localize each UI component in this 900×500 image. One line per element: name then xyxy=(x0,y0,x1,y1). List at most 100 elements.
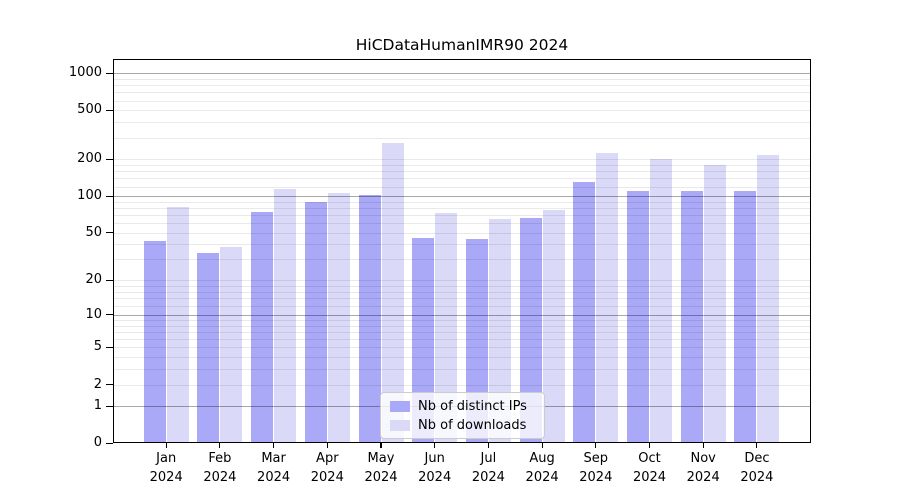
bar-distinct-ips-dec xyxy=(734,190,757,442)
x-tick-label-mar: Mar 2024 xyxy=(257,451,291,485)
gridline-minor-700 xyxy=(114,92,810,94)
gridline-minor-400 xyxy=(114,122,810,124)
legend-item-downloads: Nb of downloads xyxy=(390,418,535,433)
x-tick-mar xyxy=(273,443,275,448)
bar-distinct-ips-mar xyxy=(251,212,274,442)
bar-distinct-ips-aug xyxy=(519,218,542,442)
x-tick-jun xyxy=(434,443,436,448)
gridline-minor-70 xyxy=(114,215,810,216)
bar-distinct-ips-nov xyxy=(680,191,703,442)
gridline-minor-14 xyxy=(114,298,810,300)
x-tick-jul xyxy=(487,443,489,448)
legend-item-distinct-ips: Nb of distinct IPs xyxy=(390,399,535,414)
gridline-minor-16 xyxy=(114,291,810,293)
gridline-minor-30 xyxy=(114,259,810,261)
bar-distinct-ips-feb xyxy=(197,253,220,442)
x-tick-aug xyxy=(541,443,543,448)
y-tick-label-10: 10 xyxy=(85,306,102,322)
y-tick-label-20: 20 xyxy=(85,272,102,288)
gridline-minor-80 xyxy=(114,208,810,209)
bar-distinct-ips-jan xyxy=(143,240,166,442)
bar-distinct-ips-oct xyxy=(627,190,649,442)
y-tick-200 xyxy=(106,158,113,160)
gridline-minor-9 xyxy=(114,320,810,321)
gridline-minor-180 xyxy=(114,164,810,166)
y-tick-50 xyxy=(106,232,113,234)
y-tick-label-200: 200 xyxy=(77,151,102,167)
x-tick-label-jul: Jul 2024 xyxy=(471,451,505,485)
gridline-minor-60 xyxy=(114,223,810,225)
x-tick-may xyxy=(380,443,382,448)
bar-distinct-ips-sep xyxy=(573,181,596,442)
x-tick-apr xyxy=(326,443,328,448)
y-tick-1 xyxy=(106,405,113,407)
bar-downloads-jan xyxy=(166,206,189,442)
bar-downloads-nov xyxy=(703,165,726,442)
gridline-minor-12 xyxy=(114,305,810,307)
legend-label-distinct-ips: Nb of distinct IPs xyxy=(418,398,527,414)
gridline-minor-2 xyxy=(114,384,810,386)
gridline-major-10 xyxy=(114,314,810,316)
y-tick-10 xyxy=(106,314,113,316)
gridline-minor-300 xyxy=(114,137,810,139)
bar-downloads-aug xyxy=(542,210,565,442)
y-tick-2 xyxy=(106,383,113,386)
x-tick-label-aug: Aug 2024 xyxy=(525,451,559,485)
bar-downloads-oct xyxy=(650,159,672,442)
bar-downloads-dec xyxy=(757,154,780,442)
legend: Nb of distinct IPs Nb of downloads xyxy=(380,392,545,439)
gridline-minor-8 xyxy=(114,325,810,327)
y-tick-label-500: 500 xyxy=(77,102,102,118)
x-tick-label-sep: Sep 2024 xyxy=(579,451,613,485)
x-tick-dec xyxy=(756,443,758,448)
y-tick-0 xyxy=(106,442,113,444)
plot-area xyxy=(113,59,811,443)
x-tick-jan xyxy=(165,443,167,448)
chart-title: HiCDataHumanIMR90 2024 xyxy=(355,36,569,54)
legend-label-downloads: Nb of downloads xyxy=(418,417,527,433)
y-tick-label-5: 5 xyxy=(93,339,102,355)
y-tick-5 xyxy=(106,346,113,348)
gridline-minor-6 xyxy=(114,339,810,341)
x-tick-feb xyxy=(219,443,221,448)
x-tick-nov xyxy=(702,443,704,448)
bar-distinct-ips-may xyxy=(358,194,381,442)
bar-downloads-sep xyxy=(596,153,619,442)
bar-distinct-ips-apr xyxy=(304,201,327,442)
bar-distinct-ips-jun xyxy=(412,238,435,442)
gridline-minor-200 xyxy=(114,159,810,161)
y-tick-1000 xyxy=(106,72,113,74)
gridline-major-1000 xyxy=(114,73,810,75)
y-tick-label-1000: 1000 xyxy=(68,65,102,81)
gridline-minor-900 xyxy=(114,78,810,80)
x-tick-label-may: May 2024 xyxy=(364,451,398,485)
x-tick-label-feb: Feb 2024 xyxy=(203,451,237,485)
x-tick-label-dec: Dec 2024 xyxy=(740,451,774,485)
gridline-minor-600 xyxy=(114,100,810,102)
y-tick-label-2: 2 xyxy=(93,376,102,392)
bar-downloads-apr xyxy=(327,192,350,442)
gridline-minor-20 xyxy=(114,280,810,282)
legend-swatch-downloads xyxy=(390,419,410,431)
gridline-minor-40 xyxy=(114,244,810,246)
gridline-minor-140 xyxy=(114,178,810,180)
gridline-minor-4 xyxy=(114,357,810,359)
y-tick-label-1: 1 xyxy=(93,398,102,414)
bar-downloads-jun xyxy=(435,213,458,442)
bar-downloads-may xyxy=(381,143,404,442)
y-tick-label-50: 50 xyxy=(85,224,102,240)
x-tick-label-jan: Jan 2024 xyxy=(149,451,183,485)
gridline-minor-50 xyxy=(114,232,810,234)
bar-downloads-mar xyxy=(274,188,297,442)
gridline-minor-500 xyxy=(114,110,810,112)
bar-downloads-jul xyxy=(488,219,511,442)
y-tick-label-0: 0 xyxy=(93,435,102,451)
gridline-minor-5 xyxy=(114,347,810,349)
bar-downloads-feb xyxy=(220,247,243,442)
x-tick-oct xyxy=(648,443,651,448)
gridline-minor-3 xyxy=(114,369,810,371)
y-tick-20 xyxy=(106,279,113,281)
y-tick-500 xyxy=(106,109,113,111)
gridline-minor-7 xyxy=(114,331,810,333)
